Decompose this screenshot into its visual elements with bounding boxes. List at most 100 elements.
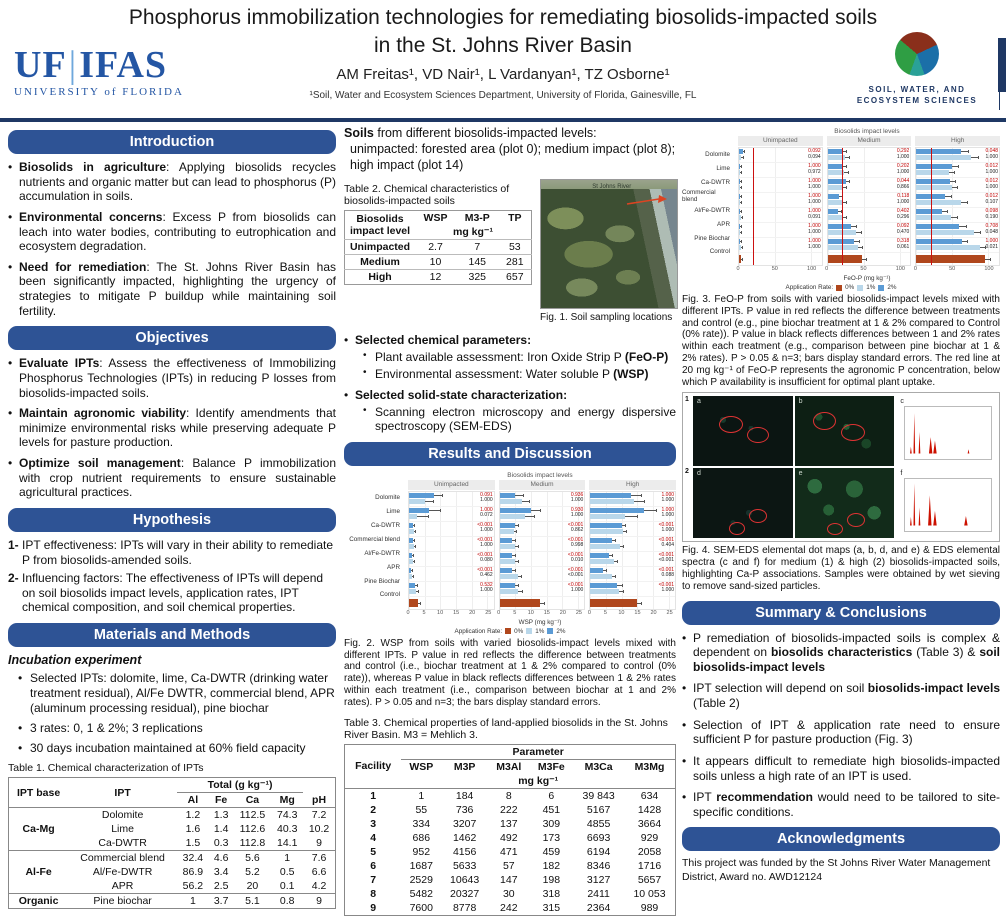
gridline: [487, 491, 489, 609]
list-item: P remediation of biosolids-impacted soil…: [682, 631, 1000, 675]
table-row: 5 952 4156 471 459 6194 2058: [345, 845, 676, 859]
panel-letter: f: [900, 470, 903, 478]
p-value-between-rates: 1.000: [480, 542, 493, 549]
sub-list: Plant available assessment: Iron Oxide S…: [355, 350, 676, 382]
spectrum-frame: [904, 406, 993, 461]
bar-row: 0.044 0.866: [827, 177, 911, 192]
table-cell: 3127: [586, 873, 611, 886]
legend-entry-label: 2%: [887, 284, 897, 291]
panel-letter: b: [798, 398, 803, 406]
error-bar: [740, 241, 742, 242]
error-bar: [643, 509, 657, 511]
p-values: 0.091 1.000: [480, 492, 493, 504]
x-axis-label: WSP (mg kg⁻¹): [518, 618, 562, 626]
error-bar: [612, 539, 616, 541]
p-values: 0.292 1.000: [897, 148, 910, 160]
x-axis: 0 50 100: [914, 266, 1000, 274]
bar-2pct: [916, 179, 951, 184]
error-bar-cap: [742, 156, 744, 159]
p-values: <0.001 1.000: [659, 522, 674, 534]
annotation-circle: [846, 513, 865, 528]
legend-swatch: [526, 628, 533, 635]
error-bar: [410, 569, 412, 571]
error-bar-cap: [845, 165, 847, 168]
swes-swirl-icon: [895, 32, 939, 76]
error-bar: [512, 539, 515, 541]
error-bar-cap: [621, 583, 623, 587]
table-cell: 6.6: [311, 866, 327, 878]
axis-tick: 0: [825, 266, 829, 272]
error-bar: [413, 545, 416, 547]
error-bar-cap: [640, 601, 642, 605]
table-row: mg kg⁻¹: [345, 774, 676, 789]
p-value-between-rates: 1.000: [570, 587, 584, 594]
p-value-between-rates: 0.866: [896, 183, 910, 190]
error-bar: [434, 494, 442, 496]
table-cell: 6693: [586, 831, 611, 844]
column-header: Al: [187, 794, 199, 806]
bar-2pct: [916, 209, 942, 214]
table-row: 7 2529 10643 147 198 3127 5657: [345, 873, 676, 887]
p-values: <0.001 1.000: [659, 582, 674, 594]
table-cell: 2411: [587, 887, 610, 900]
table-row: Ca-Mg Dolomite 1.2 1.3 112.5 74.3 7.2: [8, 807, 336, 835]
error-bar: [616, 584, 622, 586]
bar-row: <0.001 0.862: [499, 520, 585, 536]
table-cell: 657: [506, 271, 524, 284]
bar-row: <0.001 <0.001: [590, 550, 676, 566]
table-row: WSP M3P M3Al M3Fe M3Ca M3Mg: [345, 759, 676, 774]
bar-row: 0.402 0.296: [827, 207, 911, 222]
p-value-vs-control: 0.092: [896, 223, 910, 229]
table1-caption: Table 1. Chemical characterization of IP…: [8, 762, 204, 774]
parameters-list: Selected chemical parameters:Plant avail…: [344, 333, 676, 434]
axis-row: 0 5 10 15 20 25 0 5 10 15 20 25 0 5 10 15 20 25: [344, 610, 676, 618]
bar-1pct: [590, 573, 613, 579]
soils-line3: high impact (plot 14): [350, 157, 464, 172]
legend-entry-label: 0%: [514, 627, 524, 635]
p-values: <0.001 0.088: [659, 567, 674, 579]
panel-title: Unimpacted: [408, 479, 495, 490]
gridline: [863, 148, 865, 265]
gridline: [988, 148, 990, 265]
axis-tick: 5: [422, 609, 426, 616]
error-bar-cap: [415, 529, 417, 533]
header-rule: [0, 118, 1006, 122]
category-label: APR: [717, 220, 730, 228]
table-cell: 1687: [409, 859, 433, 872]
p-value-vs-control: <0.001: [658, 536, 675, 543]
error-bar-cap: [741, 165, 743, 168]
error-bar-cap: [540, 508, 542, 512]
table-cell: 318: [542, 887, 561, 900]
bar-1pct: [827, 200, 843, 205]
p-values: 0.708 0.048: [986, 223, 999, 235]
x-axis: 0 5 10 15 20 25: [588, 609, 676, 618]
panel-letter: a: [697, 398, 701, 406]
error-bar: [631, 494, 641, 496]
sem-panel-b: b: [794, 396, 895, 467]
bar-row: 1.000 0.072: [409, 505, 494, 521]
list-item: Need for remediation: The St. Johns Rive…: [8, 260, 336, 319]
bar-1pct: [499, 528, 514, 534]
table-cell: 3.7: [213, 895, 229, 907]
axis-tick: 15: [634, 609, 641, 616]
p-value-vs-control: 1.000: [985, 238, 999, 244]
uf-logo-subtext: UNIVERSITY of FLORIDA: [14, 86, 184, 98]
error-bar-cap: [947, 210, 949, 213]
methods-subtitle: Incubation experiment: [8, 653, 142, 667]
category-label: Al/Fe-DWTR: [364, 550, 400, 558]
error-bar: [515, 494, 524, 496]
error-bar-cap: [845, 186, 847, 189]
bar-1pct: [590, 528, 624, 534]
column-header: WSP: [423, 212, 448, 225]
p-value-vs-control: 1.000: [480, 506, 493, 513]
annotation-circle: [812, 411, 836, 430]
bar-2pct: [499, 522, 516, 528]
p-value-vs-control: 0.098: [985, 208, 999, 214]
error-bar: [740, 181, 742, 182]
error-bar: [842, 166, 846, 167]
column-header: M3Al: [496, 760, 522, 773]
error-bar-cap: [414, 559, 416, 563]
bar-row: [739, 252, 822, 265]
error-bar-cap: [967, 240, 969, 243]
poster-title-line2: in the St. Johns River Basin: [374, 34, 632, 57]
